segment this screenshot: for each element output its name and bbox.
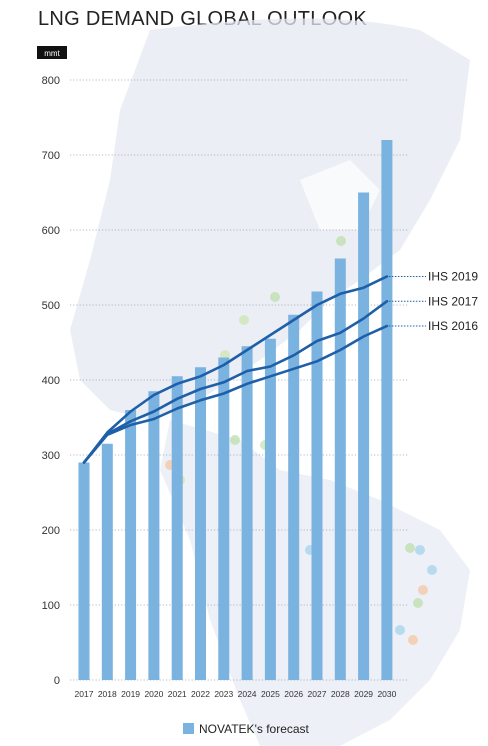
bar xyxy=(311,291,323,680)
map-dot xyxy=(413,598,423,608)
map-dot xyxy=(415,545,425,555)
x-tick-label: 2022 xyxy=(191,689,210,699)
bar xyxy=(101,443,113,680)
bar xyxy=(171,376,183,680)
legend-swatch xyxy=(183,723,194,734)
bar xyxy=(288,314,300,680)
map-dot xyxy=(270,292,280,302)
x-tick-label: 2017 xyxy=(75,689,94,699)
series-line xyxy=(82,275,389,464)
unit-badge xyxy=(37,46,67,59)
x-tick-label: 2021 xyxy=(168,689,187,699)
x-tick-label: 2027 xyxy=(308,689,327,699)
grid xyxy=(70,79,408,681)
bar xyxy=(241,346,253,680)
lines xyxy=(82,275,426,464)
bar xyxy=(381,140,393,680)
y-tick-label: 800 xyxy=(42,75,60,87)
bar xyxy=(195,367,206,680)
x-tick-label: 2025 xyxy=(261,689,280,699)
map-dot xyxy=(230,435,240,445)
y-tick-label: 400 xyxy=(42,375,60,387)
series-line xyxy=(82,299,389,464)
bar xyxy=(334,258,346,680)
series-line xyxy=(82,324,389,464)
bar xyxy=(218,357,230,680)
map-land-north xyxy=(70,18,470,420)
y-tick-label: 700 xyxy=(42,150,60,162)
y-tick-label: 300 xyxy=(42,450,60,462)
map-dot xyxy=(405,543,415,553)
unit-label: mmt xyxy=(44,49,60,58)
map-dot xyxy=(239,315,249,325)
x-tick-label: 2026 xyxy=(284,689,303,699)
x-tick-label: 2024 xyxy=(238,689,257,699)
map-dot xyxy=(336,236,346,246)
map-dot xyxy=(395,625,405,635)
series-label: IHS 2019 xyxy=(428,270,478,284)
x-tick-label: 2023 xyxy=(214,689,233,699)
bar xyxy=(148,391,160,680)
x-tick-label: 2018 xyxy=(98,689,117,699)
bar xyxy=(264,338,276,680)
x-tick-label: 2019 xyxy=(121,689,140,699)
y-tick-label: 500 xyxy=(42,300,60,312)
map-dot xyxy=(408,635,418,645)
labels: 0 100 200 300 400 500 600 700 800 mmt 2017 2018 2019… xyxy=(37,46,478,699)
bar xyxy=(78,462,90,680)
legend-label: NOVATEK's forecast xyxy=(199,722,310,736)
y-tick-label: 200 xyxy=(42,525,60,537)
map-dot xyxy=(418,585,428,595)
series-label: IHS 2016 xyxy=(428,319,478,333)
y-tick-label: 600 xyxy=(42,225,60,237)
x-tick-label: 2020 xyxy=(144,689,163,699)
y-tick-label: 0 xyxy=(54,675,60,687)
x-tick-label: 2028 xyxy=(331,689,350,699)
bar xyxy=(358,192,370,680)
x-tick-label: 2030 xyxy=(377,689,396,699)
bars xyxy=(78,140,393,680)
map-dot xyxy=(427,565,437,575)
x-tick-label: 2029 xyxy=(354,689,373,699)
series-label: IHS 2017 xyxy=(428,294,478,308)
legend: NOVATEK's forecast xyxy=(183,722,310,736)
y-tick-label: 100 xyxy=(42,600,60,612)
bar xyxy=(125,410,137,680)
